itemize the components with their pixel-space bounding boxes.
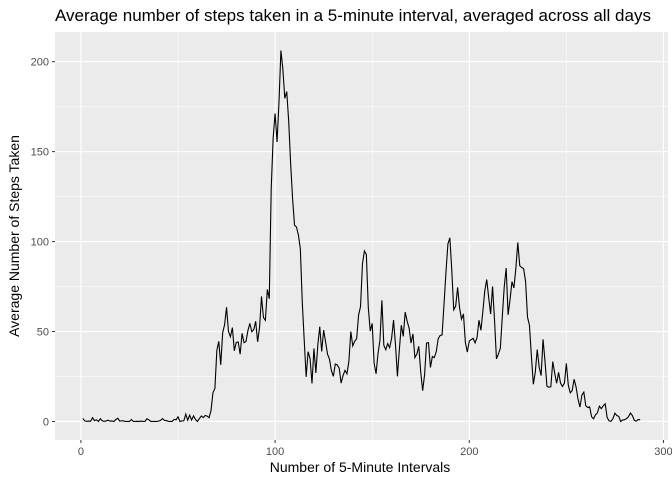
x-tick-label: 100 [266, 446, 284, 458]
x-tick-label: 200 [460, 446, 478, 458]
y-tick-label: 50 [37, 327, 49, 339]
data-line [82, 50, 641, 423]
x-axis-title: Number of 5-Minute Intervals [270, 459, 451, 475]
chart-title: Average number of steps taken in a 5-min… [55, 6, 651, 25]
y-tick-label: 0 [43, 416, 49, 428]
x-tick-label: 0 [78, 446, 84, 458]
y-tick-label: 100 [31, 237, 49, 249]
y-tick-label: 150 [31, 147, 49, 159]
x-tick-label: 300 [654, 446, 672, 458]
y-tick-label: 200 [31, 57, 49, 69]
y-axis-title: Average Number of Steps Taken [6, 135, 22, 337]
panel [55, 32, 668, 440]
